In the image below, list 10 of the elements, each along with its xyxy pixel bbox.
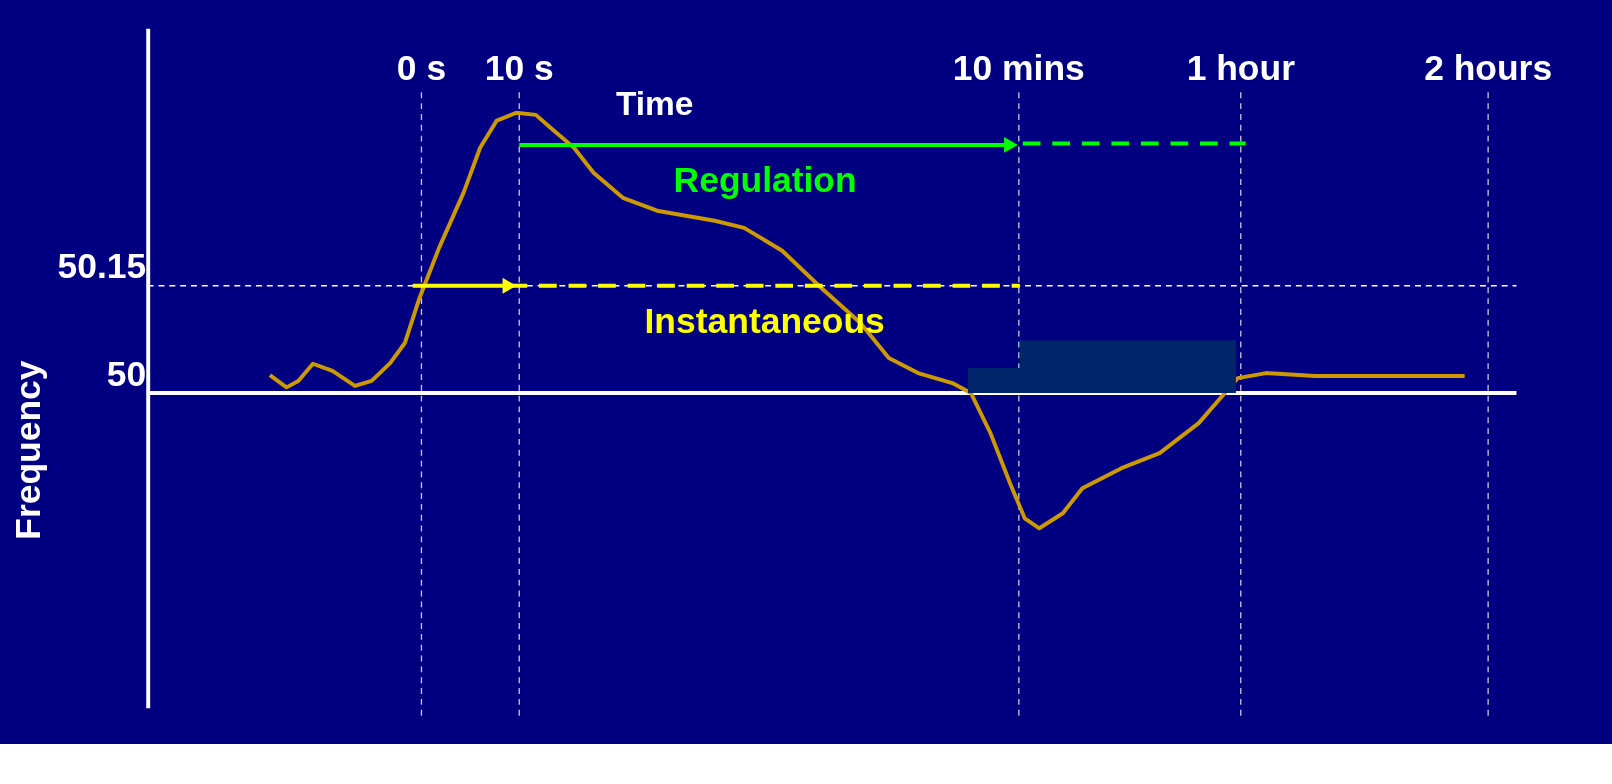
y-axis-title: Frequency: [7, 360, 48, 540]
y-tick-label: 50.15: [57, 246, 147, 287]
x-axis-title: Time: [615, 85, 694, 123]
series-label: Regulation: [673, 160, 857, 201]
ref-line-label: 2 hours: [1424, 47, 1553, 88]
ref-line-label: 1 hour: [1186, 47, 1296, 88]
y-tick-label: 50: [106, 353, 147, 394]
ref-line-label: 0 s: [396, 47, 447, 88]
ref-line-label: 10 s: [484, 47, 554, 88]
ref-line-label: 10 mins: [952, 47, 1085, 88]
